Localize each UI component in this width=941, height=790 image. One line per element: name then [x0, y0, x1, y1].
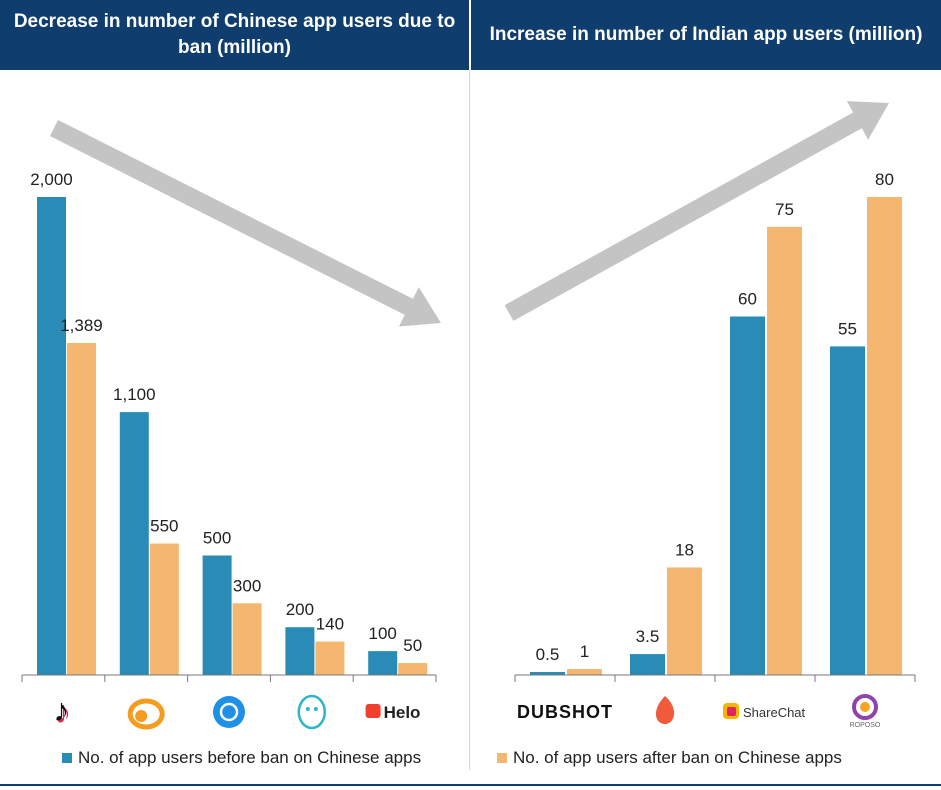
data-label: 500 — [203, 529, 231, 548]
data-label: 50 — [403, 636, 422, 655]
uc-browser-icon-dot — [135, 710, 148, 722]
bigo-live-icon — [297, 694, 327, 730]
data-label: 55 — [838, 319, 857, 338]
trend-arrow-up — [504, 101, 889, 321]
bar-chinese-after — [232, 603, 262, 675]
data-label: 2,000 — [30, 170, 73, 189]
uc-browser-icon — [127, 698, 165, 730]
bigo-live-icon-eye-right — [313, 707, 318, 711]
roposo-icon-center — [860, 702, 870, 712]
roposo-icon — [852, 694, 878, 720]
data-label: 200 — [286, 600, 314, 619]
data-label: 1,389 — [60, 316, 103, 335]
category-label: DUBSHOT — [517, 702, 613, 722]
data-label: 3.5 — [636, 627, 660, 646]
bar-indian-after — [867, 197, 902, 675]
shareit-icon — [213, 696, 245, 728]
left-panel-title: Decrease in number of Chinese app users … — [0, 0, 469, 70]
bar-indian-before — [530, 672, 565, 675]
bar-chinese-before — [368, 651, 398, 675]
bar-indian-before — [730, 316, 765, 675]
bar-chinese-before — [37, 197, 66, 675]
legend-after-swatch — [497, 753, 507, 763]
tiktok-icon-shadow: ♪ — [55, 694, 71, 730]
right-panel-title: Increase in number of Indian app users (… — [471, 0, 941, 70]
data-label: 80 — [875, 170, 894, 189]
legend-after: No. of app users after ban on Chinese ap… — [497, 748, 842, 768]
bar-chinese-after — [398, 663, 428, 675]
panel-divider — [469, 70, 470, 770]
sharechat-icon-inner — [727, 707, 736, 716]
data-label: 75 — [775, 200, 794, 219]
data-label: 550 — [150, 517, 178, 536]
bar-chinese-before — [119, 412, 149, 675]
data-label: 300 — [233, 576, 261, 595]
tiktok-icon: ♪ — [53, 692, 69, 728]
bar-chinese-after — [149, 543, 179, 675]
category-label: ROPOSO — [850, 722, 881, 729]
legend-before: No. of app users before ban on Chinese a… — [62, 748, 421, 768]
data-label: 0.5 — [536, 645, 560, 664]
category-label: ShareChat — [743, 705, 806, 720]
bigo-live-icon-eye-left — [305, 707, 310, 711]
bar-indian-after — [667, 567, 702, 675]
bar-chinese-after — [315, 641, 345, 675]
bar-indian-before — [630, 654, 665, 675]
bar-chinese-before — [285, 627, 315, 675]
data-label: 1 — [580, 642, 589, 661]
trend-arrow-down — [49, 119, 442, 327]
data-label: 60 — [738, 290, 757, 309]
bar-indian-after — [567, 669, 602, 675]
data-label: 100 — [369, 624, 397, 643]
shareit-icon-ring — [219, 702, 239, 722]
bar-indian-after — [767, 226, 802, 675]
chingari-icon — [655, 696, 675, 724]
data-label: 1,100 — [113, 385, 156, 404]
data-label: 140 — [316, 615, 344, 634]
bar-indian-before — [830, 346, 865, 675]
legend-before-swatch — [62, 753, 72, 763]
category-label: Helo — [384, 703, 421, 722]
helo-icon — [365, 704, 381, 718]
legend-after-label: No. of app users after ban on Chinese ap… — [513, 748, 842, 767]
bottom-rule — [0, 784, 941, 786]
legend-before-label: No. of app users before ban on Chinese a… — [78, 748, 422, 767]
bar-chinese-after — [67, 343, 96, 675]
bar-chinese-before — [202, 555, 232, 675]
data-label: 18 — [675, 540, 694, 559]
